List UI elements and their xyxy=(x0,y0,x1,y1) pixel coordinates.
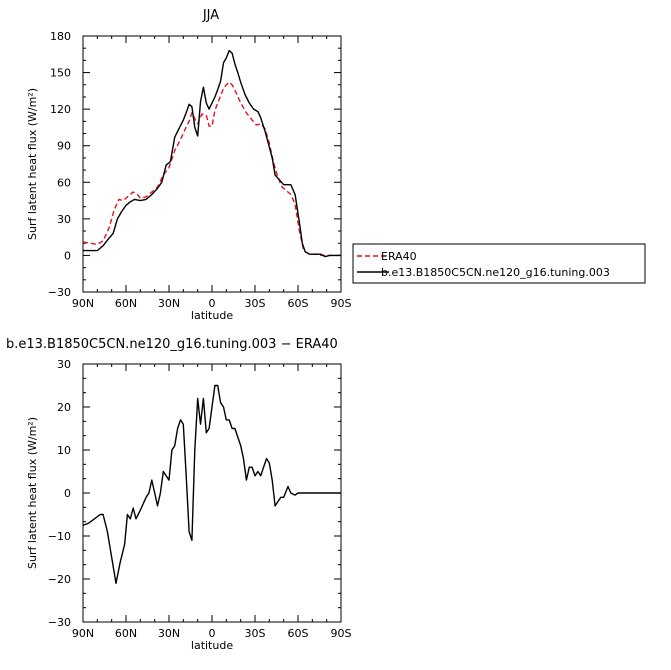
y-tick-label: −10 xyxy=(48,530,71,543)
x-axis-label: latitude xyxy=(191,309,233,322)
series-line-1 xyxy=(82,81,341,257)
y-axis-label: Surf latent heat flux (W/m²) xyxy=(26,88,39,240)
panel-1: JJA −30 0 30 60 90 120 150 180 90N 60N 30N 0 30S 60S 90… xyxy=(26,8,646,322)
x-tick-label: 60S xyxy=(288,297,309,310)
legend-label: ERA40 xyxy=(381,250,417,263)
legend-box xyxy=(352,243,646,284)
y-tick-label: 180 xyxy=(50,30,71,43)
x-tick-label: 0 xyxy=(209,297,216,310)
y-tick-label: 0 xyxy=(64,487,71,500)
series-line-2 xyxy=(83,49,341,258)
x-tick-label: 90N xyxy=(72,627,94,640)
x-tick-label: 30S xyxy=(245,297,266,310)
y-axis-label: Surf latent heat flux (W/m²) xyxy=(26,417,39,569)
x-tick-label: 90N xyxy=(72,297,94,310)
x-tick-label: 60S xyxy=(288,627,309,640)
y-tick-label: −30 xyxy=(48,616,71,629)
x-tick-label: 0 xyxy=(209,627,216,640)
y-tick-label: 120 xyxy=(50,103,71,116)
x-tick-label: 30S xyxy=(245,627,266,640)
plot-frame xyxy=(82,35,342,293)
x-tick-label: 60N xyxy=(115,297,137,310)
y-tick-label: 0 xyxy=(64,249,71,262)
series-line-1 xyxy=(82,384,341,584)
y-tick-label: −20 xyxy=(48,573,71,586)
y-tick-label: 60 xyxy=(57,176,71,189)
y-tick-label: −30 xyxy=(48,286,71,299)
y-tick-label: 30 xyxy=(57,358,71,371)
x-tick-label: 90S xyxy=(331,627,352,640)
x-tick-label: 90S xyxy=(331,297,352,310)
y-tick-label: 10 xyxy=(57,444,71,457)
chart-title: b.e13.B1850C5CN.ne120_g16.tuning.003 − E… xyxy=(6,337,338,352)
chart-title: JJA xyxy=(202,8,219,23)
y-tick-label: 90 xyxy=(57,140,71,153)
legend: ERA40 b.e13.B1850C5CN.ne120_g16.tuning.00… xyxy=(352,243,646,284)
x-tick-label: 60N xyxy=(115,627,137,640)
x-tick-label: 30N xyxy=(158,297,180,310)
x-tick-label: 30N xyxy=(158,627,180,640)
x-axis-label: latitude xyxy=(191,639,233,652)
y-tick-label: 30 xyxy=(57,213,71,226)
panel-2: b.e13.B1850C5CN.ne120_g16.tuning.003 − E… xyxy=(6,337,352,652)
y-tick-label: 20 xyxy=(57,401,71,414)
y-tick-label: 150 xyxy=(50,67,71,80)
legend-label: b.e13.B1850C5CN.ne120_g16.tuning.003 xyxy=(381,266,610,279)
